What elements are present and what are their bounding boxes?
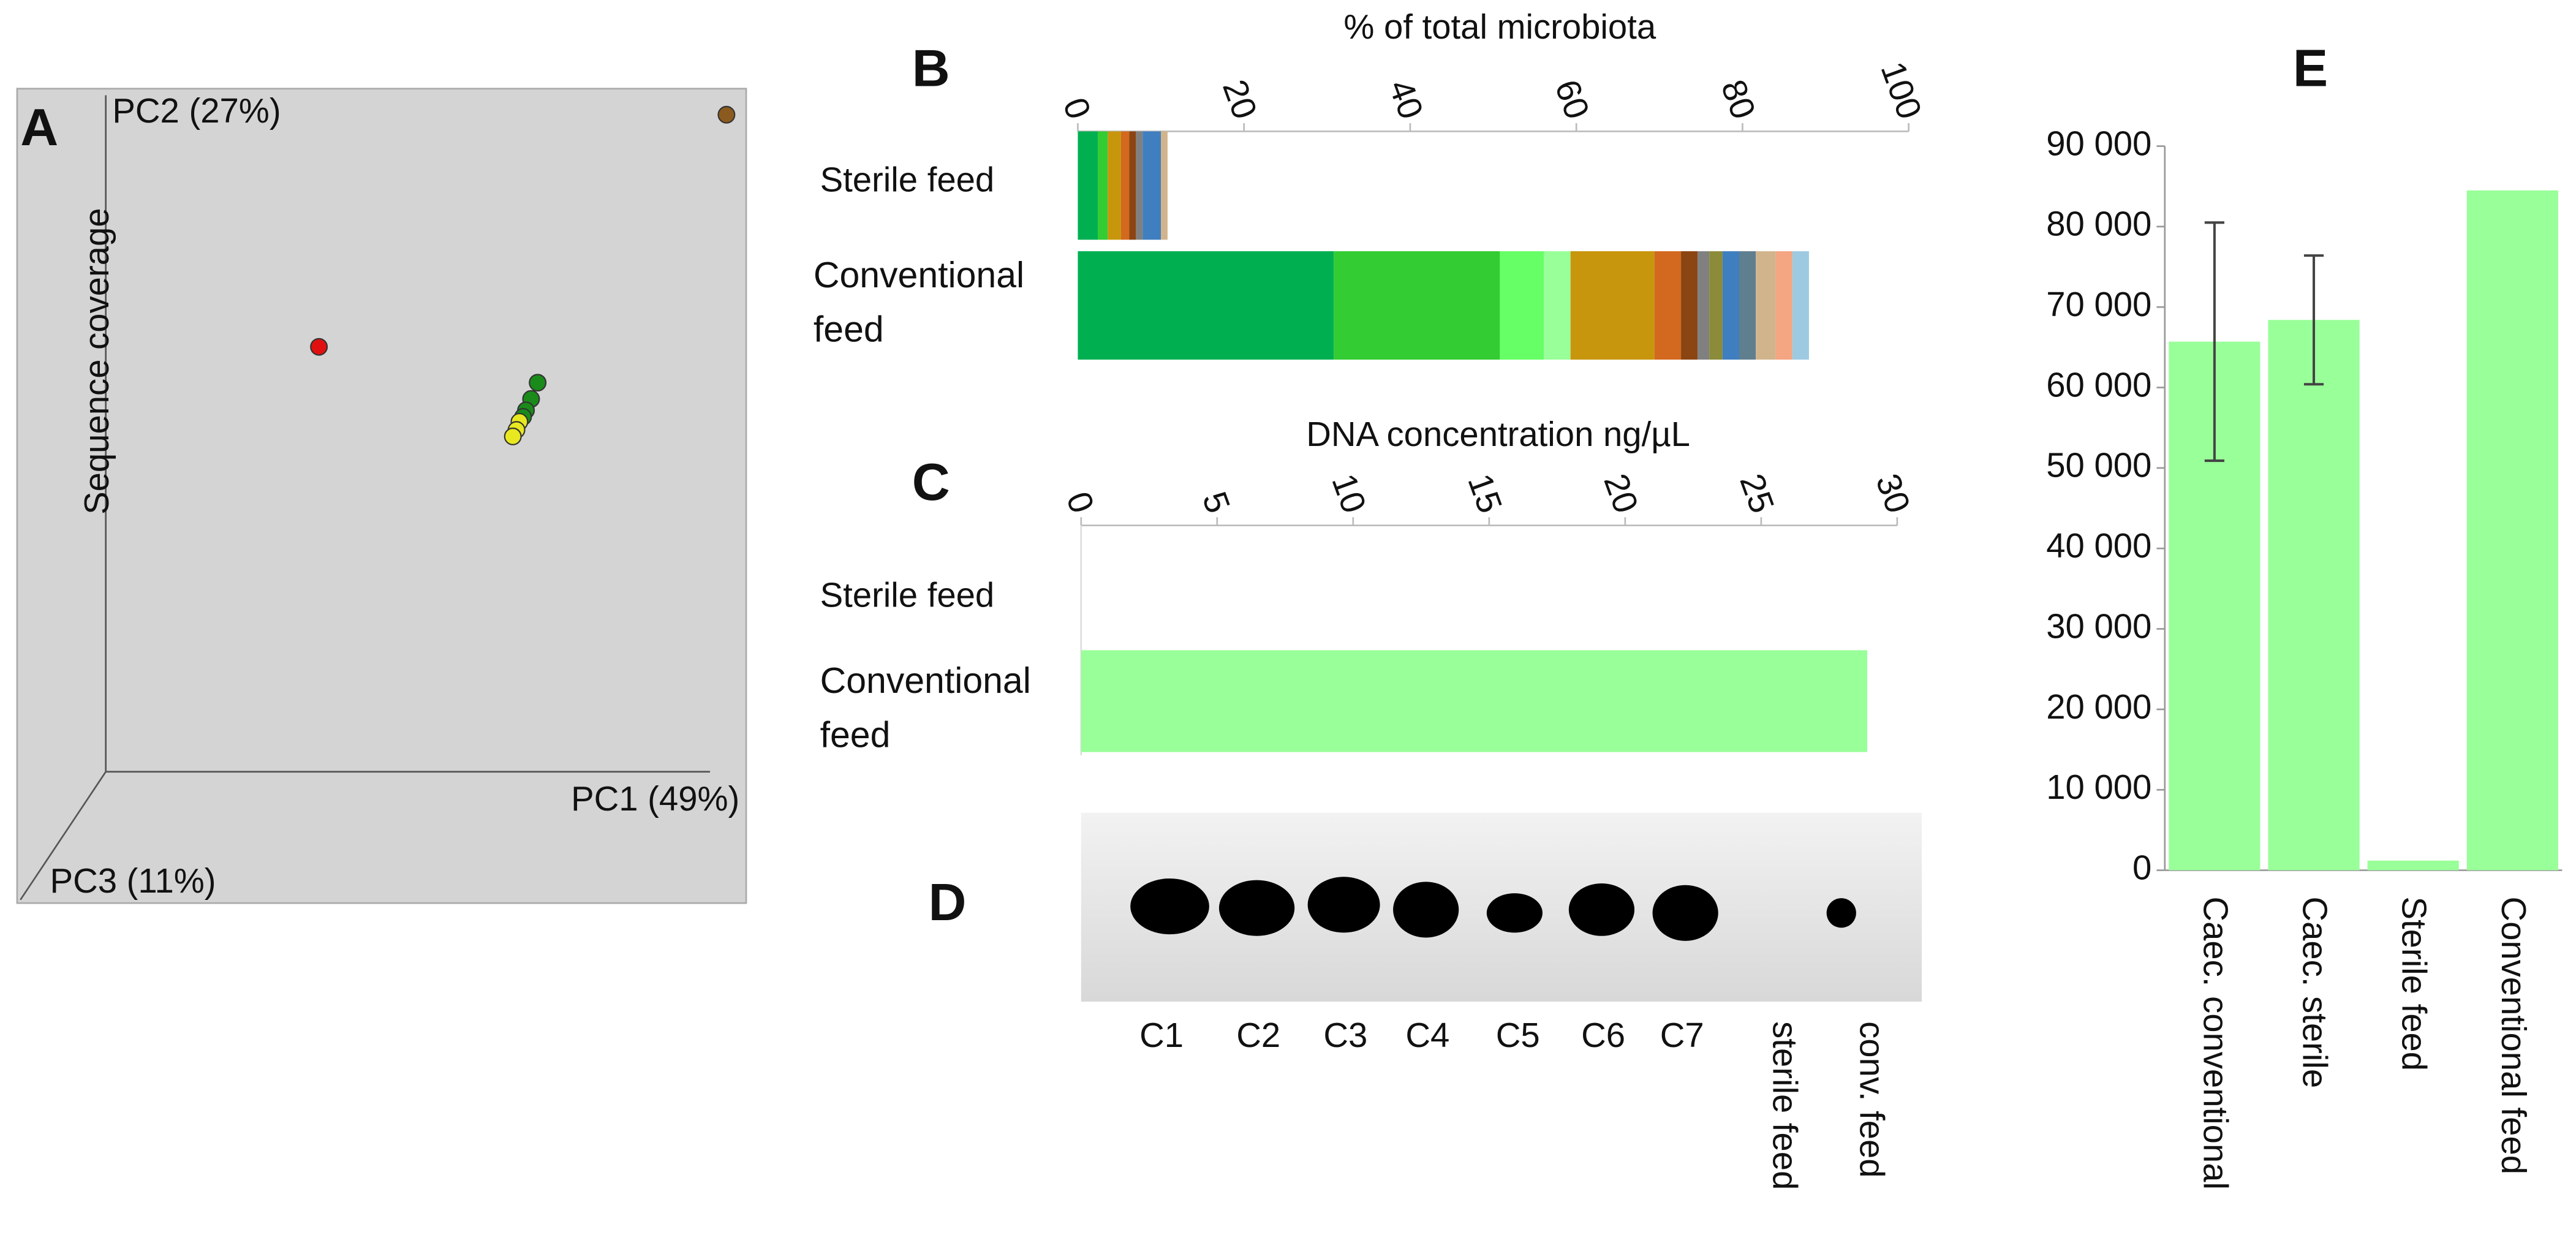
point [529,374,547,392]
lane-label: conv. feed [1853,1021,1891,1177]
y-tick-label: 40 000 [2046,526,2151,565]
pca-box [16,88,747,904]
lane-label: C1 [1139,1016,1184,1054]
axis-title: DNA concentration ng/µL [1306,415,1690,453]
category-label: Conventional feed [820,660,1031,755]
x-tick-label: 0 [1059,486,1102,518]
y-tick-label: 70 000 [2046,285,2151,323]
bar-segment [1698,251,1710,360]
bar-segment [1756,251,1776,360]
bar-segment [1078,251,1334,360]
category-label: Sterile feed [820,575,995,614]
lane-label: C3 [1323,1016,1367,1054]
panel-label: E [2293,39,2328,98]
panel-label: D [929,873,967,932]
bar-segment [1136,131,1143,240]
panel-label: A [20,98,58,157]
bar-segment [1108,131,1121,240]
x-tick-label: 60 [1548,75,1598,124]
bar-segment [1775,251,1792,360]
lane-label: C5 [1496,1016,1540,1054]
bar-segment [1097,131,1108,240]
point [504,427,522,445]
y-tick-label: 60 000 [2046,365,2151,404]
y-tick-label: 10 000 [2046,768,2151,806]
bar-segment [1544,251,1571,360]
bar-segment [1722,251,1739,360]
lane-label: C7 [1660,1016,1704,1054]
x-tick-label: Caec. conventional [2196,896,2235,1190]
category-label: Conventional feed [813,254,1025,350]
bar-segment [1792,251,1809,360]
gel-bands [1130,877,1856,941]
x-tick-label: Conventional feed [2495,896,2533,1174]
y-tick-label: 80 000 [2046,205,2151,243]
lane-label: C6 [1581,1016,1625,1054]
bar [1081,650,1868,752]
bar [2367,860,2459,871]
y-tick-label: 0 [2132,848,2151,886]
bar-segment [1078,131,1098,240]
panel-label: C [912,453,950,512]
x-tick-label: 40 [1381,75,1431,124]
bar-segment [1570,251,1655,360]
y-tick-label: 30 000 [2046,606,2151,645]
x-tick-label: Caec. sterile [2295,896,2334,1088]
axis-title: % of total microbiota [1343,7,1656,46]
x-tick-label: 100 [1873,56,1929,124]
category-label: Conventional feed [820,660,1031,755]
bar-segment [1334,251,1500,360]
x-tick-label: 20 [1215,75,1265,124]
x-tick-label: 25 [1732,469,1782,518]
x-tick-label: 20 [1596,469,1646,518]
point [717,105,736,124]
bar-segment [1500,251,1544,360]
axis-label: PC1 (49%) [571,779,739,818]
lane-label: C2 [1236,1016,1280,1054]
axis-label: PC3 (11%) [50,861,216,900]
lane-label: sterile feed [1766,1021,1804,1190]
bar-segment [1681,251,1698,360]
bar-segment [1739,251,1756,360]
x-tick-label: 10 [1324,469,1374,518]
y-axis-label: Sequence coverage [77,208,116,515]
bar-segment [1129,131,1136,240]
x-tick-label: 5 [1195,486,1238,518]
bar-segment [1654,251,1682,360]
x-tick-label: 80 [1714,75,1764,124]
bar-segment [1161,131,1168,240]
y-tick-label: 90 000 [2046,124,2151,162]
category-label: Sterile feed [820,160,995,198]
panel-label: B [912,39,950,98]
bar-segment [1120,131,1130,240]
y-tick-label: 50 000 [2046,446,2151,485]
category-label: Conventional feed [813,254,1025,350]
point [310,338,328,356]
pc3-axis [20,771,107,901]
lane-label: C4 [1405,1016,1449,1054]
x-tick-label: Sterile feed [2395,896,2434,1071]
x-tick-label: 30 [1868,469,1918,518]
x-tick-label: 0 [1056,93,1098,124]
bar [2466,190,2558,871]
bar-segment [1709,251,1723,360]
axis-label: PC2 (27%) [112,91,281,130]
y-tick-label: 20 000 [2046,687,2151,726]
x-tick-label: 15 [1460,469,1510,518]
bar-segment [1143,131,1161,240]
bar [2268,320,2360,871]
